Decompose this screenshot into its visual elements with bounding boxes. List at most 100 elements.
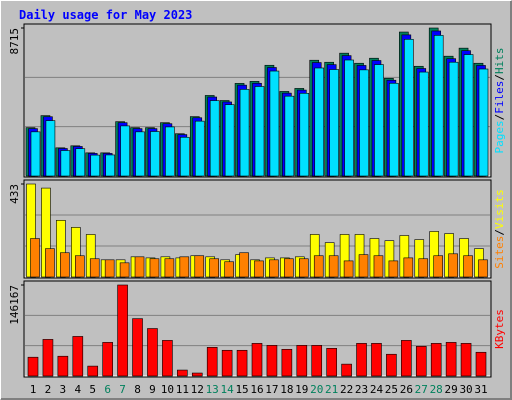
- legend: Pages/Files/Hits: [493, 48, 506, 154]
- legend-entry: Sites: [493, 236, 506, 269]
- bar: [162, 340, 173, 377]
- x-tick-label: 20: [310, 383, 323, 396]
- legend: Sites/Visits: [493, 189, 506, 269]
- bar: [224, 261, 234, 278]
- bar: [177, 369, 188, 377]
- bar: [418, 258, 429, 278]
- bar: [206, 347, 218, 377]
- bar: [254, 86, 265, 177]
- y-tick-label: 146167: [8, 285, 21, 325]
- bar: [209, 258, 219, 278]
- x-tick-label: 8: [134, 383, 141, 396]
- x-tick-label: 28: [430, 383, 443, 396]
- x-tick-label: 2: [45, 383, 52, 396]
- bar: [448, 253, 458, 278]
- x-tick-label: 31: [474, 383, 487, 396]
- x-tick-label: 16: [250, 383, 263, 396]
- x-tick-label: 3: [60, 383, 67, 396]
- x-tick-label: 18: [280, 383, 293, 396]
- bar: [147, 328, 158, 377]
- bar: [149, 258, 160, 278]
- bar: [90, 154, 101, 177]
- legend-separator: /: [493, 114, 506, 121]
- legend-separator: /: [493, 229, 506, 236]
- bar: [418, 71, 429, 177]
- bar: [42, 339, 54, 377]
- legend-entry: KBytes: [493, 309, 506, 349]
- x-tick-label: 4: [74, 383, 81, 396]
- bar: [284, 258, 294, 278]
- bar: [132, 318, 143, 377]
- bar: [313, 255, 324, 278]
- bar: [281, 348, 293, 377]
- x-tick-label: 5: [89, 383, 96, 396]
- x-tick-label: 23: [355, 383, 368, 396]
- bar: [251, 343, 263, 377]
- bar: [239, 252, 249, 278]
- bar: [224, 104, 235, 177]
- chart-title: Daily usage for May 2023: [19, 8, 192, 22]
- x-tick-label: 11: [176, 383, 189, 396]
- x-tick-label: 26: [400, 383, 413, 396]
- bar: [269, 259, 279, 278]
- bar: [463, 255, 473, 278]
- bar: [284, 95, 295, 177]
- bar: [89, 258, 100, 278]
- bar: [266, 345, 278, 377]
- bar: [478, 259, 488, 278]
- x-tick-label: 1: [30, 383, 37, 396]
- bar: [45, 120, 56, 177]
- bar: [254, 260, 264, 278]
- bar: [388, 260, 399, 278]
- bar: [45, 248, 55, 278]
- bar: [298, 258, 309, 278]
- bar: [30, 238, 40, 278]
- x-tick-label: 29: [445, 383, 458, 396]
- bar: [209, 100, 220, 177]
- x-tick-label: 22: [340, 383, 353, 396]
- bar: [75, 148, 86, 177]
- bar: [236, 349, 248, 377]
- x-tick-label: 27: [415, 383, 428, 396]
- bar: [194, 120, 205, 177]
- legend-entry: Visits: [493, 189, 506, 229]
- bar: [191, 372, 203, 377]
- bar: [433, 255, 444, 278]
- bar: [75, 255, 85, 278]
- bar: [179, 256, 190, 278]
- bar: [373, 255, 384, 278]
- bar: [344, 59, 354, 177]
- x-tick-label: 21: [325, 383, 338, 396]
- x-tick-label: 30: [459, 383, 472, 396]
- legend-entry: Hits: [493, 48, 506, 75]
- x-tick-label: 12: [191, 383, 204, 396]
- bar: [430, 343, 442, 377]
- x-tick-label: 13: [206, 383, 219, 396]
- bar: [72, 336, 84, 377]
- bar: [30, 131, 41, 177]
- bar: [358, 254, 369, 278]
- bar: [341, 363, 352, 377]
- bar: [165, 126, 175, 177]
- bar: [403, 257, 414, 278]
- bar: [119, 262, 130, 278]
- bar: [269, 70, 280, 177]
- x-tick-label: 15: [235, 383, 248, 396]
- bar: [104, 259, 115, 278]
- bar: [239, 89, 250, 177]
- bar: [299, 92, 310, 177]
- x-tick-label: 10: [161, 383, 174, 396]
- x-tick-label: 25: [385, 383, 398, 396]
- bar: [356, 343, 367, 377]
- bar: [386, 353, 397, 377]
- bar: [194, 255, 205, 278]
- bar: [445, 342, 457, 377]
- bar: [102, 342, 113, 377]
- bar: [415, 346, 427, 377]
- bar: [150, 131, 160, 177]
- x-tick-label: 14: [221, 383, 235, 396]
- y-tick-label: 8715: [8, 28, 21, 55]
- legend-separator: /: [493, 74, 506, 81]
- bar: [134, 256, 145, 278]
